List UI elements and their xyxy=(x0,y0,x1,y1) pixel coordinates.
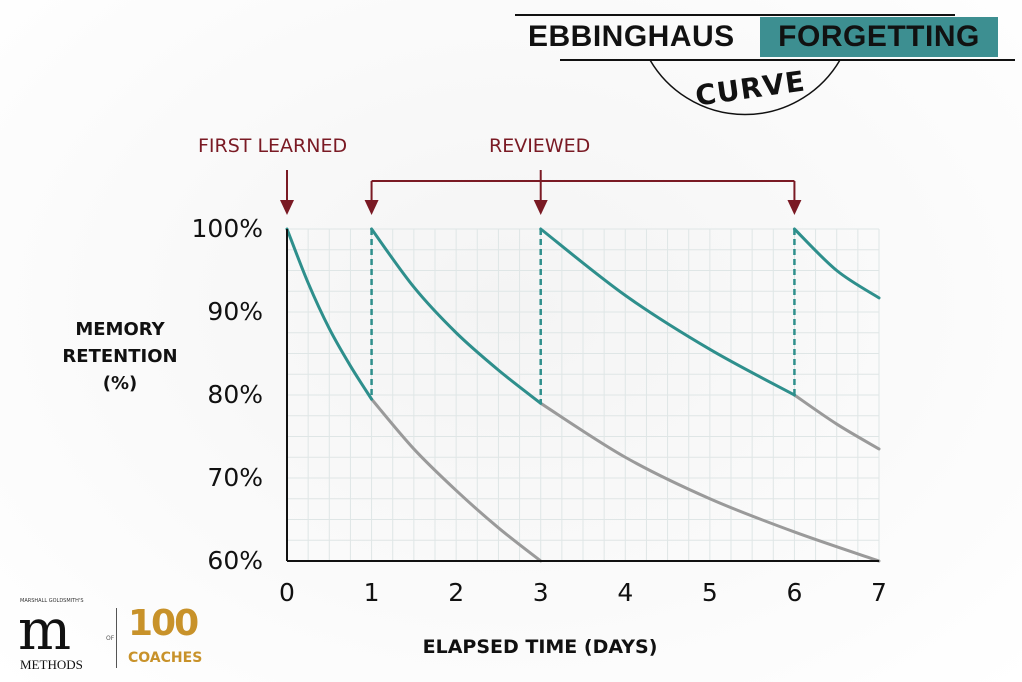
title-ebbinghaus: EBBINGHAUS xyxy=(528,20,735,53)
x-tick-label: 4 xyxy=(617,578,634,607)
first-learned-arrow-head xyxy=(280,200,294,215)
forgetting-curve-1 xyxy=(539,401,881,563)
grid xyxy=(286,228,880,562)
x-tick-label: 2 xyxy=(448,578,465,607)
reviewed-arrow-head xyxy=(787,200,802,215)
retention-curve-3 xyxy=(792,227,881,300)
title-arc xyxy=(649,59,841,116)
x-tick-label: 5 xyxy=(701,578,718,607)
forgetting-curve-0 xyxy=(370,397,543,563)
reviewed-arrow-head xyxy=(533,200,548,215)
reviewed-arrow-head xyxy=(364,200,379,215)
retention-curve-0 xyxy=(285,227,374,401)
title-rule-top xyxy=(515,14,955,16)
logo-small-text: MARSHALL GOLDSMITH'S xyxy=(20,598,84,604)
y-tick-label: 90% xyxy=(207,297,263,326)
logo-coaches: COACHES xyxy=(128,650,203,666)
annotation-arrows xyxy=(280,170,802,215)
first-learned-label: FIRST LEARNED xyxy=(198,135,348,157)
logo-100: 100 xyxy=(128,603,199,644)
x-axis-label: ELAPSED TIME (DAYS) xyxy=(422,636,658,658)
series-lines xyxy=(285,227,881,563)
title-forgetting: FORGETTING xyxy=(760,17,998,57)
x-tick-label: 1 xyxy=(363,578,380,607)
y-axis-label: MEMORY RETENTION (%) xyxy=(62,319,178,394)
logo-of: OF xyxy=(106,635,115,642)
retention-curve-1 xyxy=(370,227,543,405)
x-tick-label: 7 xyxy=(871,578,887,607)
reviewed-label: REVIEWED xyxy=(489,135,591,157)
retention-curve-2 xyxy=(539,227,796,397)
title-rule-bottom xyxy=(560,59,1015,61)
x-tick-label: 3 xyxy=(532,578,549,607)
y-tick-label: 60% xyxy=(207,546,263,575)
x-tick-label: 0 xyxy=(279,578,295,607)
forgetting-curve-2 xyxy=(792,393,881,451)
x-tick-label: 6 xyxy=(786,578,803,607)
y-tick-label: 70% xyxy=(207,463,263,492)
axes xyxy=(286,229,879,562)
logo-divider xyxy=(116,608,117,668)
logo-methods: METHODS xyxy=(20,657,83,672)
y-tick-label: 80% xyxy=(207,380,263,409)
logo-m: m xyxy=(18,598,71,663)
y-tick-label: 100% xyxy=(191,214,263,243)
